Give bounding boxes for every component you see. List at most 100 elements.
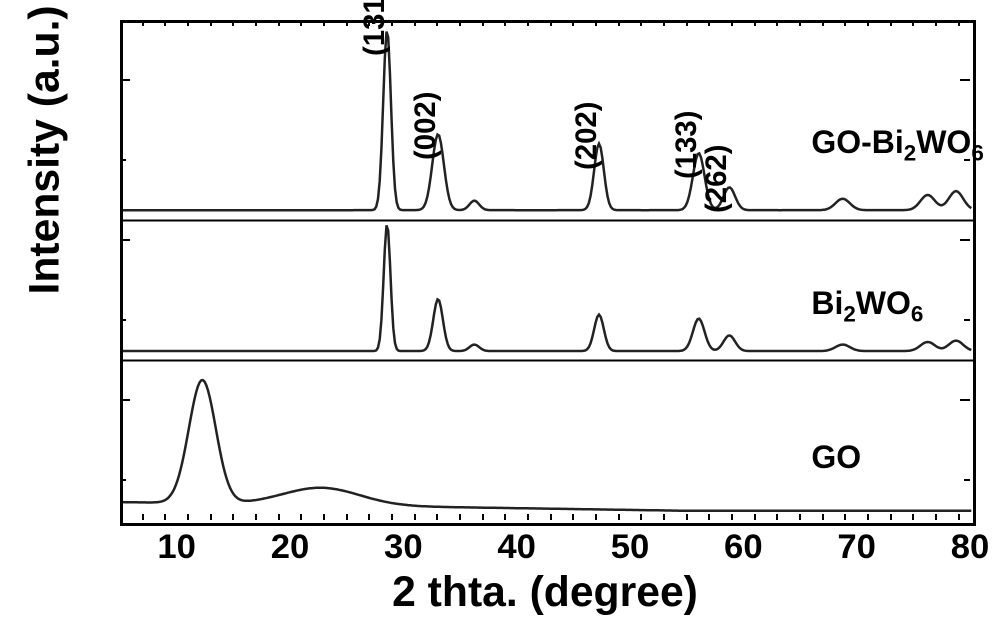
tick-mark <box>618 514 620 520</box>
tick-mark <box>391 514 393 520</box>
tick-mark <box>754 514 756 520</box>
tick-mark <box>890 20 892 26</box>
tick-mark <box>663 514 665 520</box>
tick-mark <box>912 514 914 520</box>
tick-mark <box>504 20 506 26</box>
x-tick-label: 80 <box>951 528 990 567</box>
tick-mark <box>142 20 144 26</box>
series-label-GO-Bi2WO6: GO-Bi2WO6 <box>811 124 983 166</box>
tick-mark <box>232 514 234 520</box>
tick-mark <box>822 20 824 26</box>
series-label-Bi2WO6: Bi2WO6 <box>811 285 923 327</box>
tick-mark <box>867 20 869 26</box>
tick-mark <box>120 159 126 161</box>
tick-mark <box>120 399 130 401</box>
tick-mark <box>890 514 892 520</box>
tick-mark <box>300 20 302 26</box>
x-tick-label: 70 <box>837 528 876 567</box>
tick-mark <box>776 20 778 26</box>
tick-mark <box>120 479 126 481</box>
tick-mark <box>708 20 710 26</box>
tick-mark <box>459 514 461 520</box>
xrd-trace-GO-Bi2WO6 <box>123 32 971 211</box>
tick-mark <box>210 20 212 26</box>
x-tick-label: 30 <box>384 528 423 567</box>
tick-mark <box>618 20 620 26</box>
x-tick-label: 20 <box>271 528 310 567</box>
x-tick-label: 60 <box>724 528 763 567</box>
tick-mark <box>120 79 130 81</box>
tick-mark <box>686 20 688 26</box>
tick-mark <box>844 514 846 520</box>
tick-mark <box>935 20 937 26</box>
tick-mark <box>164 20 166 26</box>
tick-mark <box>731 20 733 26</box>
tick-mark <box>414 20 416 26</box>
tick-mark <box>550 20 552 26</box>
tick-mark <box>960 79 970 81</box>
tick-mark <box>120 239 130 241</box>
tick-mark <box>867 514 869 520</box>
tick-mark <box>822 514 824 520</box>
tick-mark <box>527 20 529 26</box>
tick-mark <box>323 20 325 26</box>
tick-mark <box>572 20 574 26</box>
tick-mark <box>414 514 416 520</box>
tick-mark <box>572 514 574 520</box>
tick-mark <box>960 399 970 401</box>
tick-mark <box>754 20 756 26</box>
series-label-GO: GO <box>811 439 861 476</box>
tick-mark <box>844 20 846 26</box>
tick-mark <box>595 20 597 26</box>
tick-mark <box>436 514 438 520</box>
tick-mark <box>958 20 960 26</box>
tick-mark <box>799 514 801 520</box>
tick-mark <box>164 514 166 520</box>
tick-mark <box>964 319 970 321</box>
tick-mark <box>300 514 302 520</box>
tick-mark <box>232 20 234 26</box>
peak-label: (133) <box>670 111 704 179</box>
tick-mark <box>776 514 778 520</box>
x-tick-label: 50 <box>611 528 650 567</box>
tick-mark <box>964 479 970 481</box>
peak-label: (002) <box>409 92 443 160</box>
tick-mark <box>482 514 484 520</box>
tick-mark <box>527 514 529 520</box>
tick-mark <box>799 20 801 26</box>
tick-mark <box>368 514 370 520</box>
tick-mark <box>323 514 325 520</box>
tick-mark <box>640 20 642 26</box>
tick-mark <box>255 514 257 520</box>
xrd-chart: Intensity (a.u.) 2 thta. (degree) 10 20 30… <box>0 0 1000 625</box>
tick-mark <box>912 20 914 26</box>
peak-label: (262) <box>700 145 734 213</box>
tick-mark <box>278 514 280 520</box>
x-tick-label: 40 <box>497 528 536 567</box>
tick-mark <box>504 514 506 520</box>
tick-mark <box>935 514 937 520</box>
x-axis-label: 2 thta. (degree) <box>120 568 970 617</box>
tick-mark <box>255 20 257 26</box>
tick-mark <box>663 20 665 26</box>
tick-mark <box>550 514 552 520</box>
peak-label: (202) <box>570 101 604 169</box>
tick-mark <box>187 514 189 520</box>
x-tick-label: 10 <box>157 528 196 567</box>
tick-mark <box>686 514 688 520</box>
tick-mark <box>958 514 960 520</box>
peak-label: (131) <box>358 0 392 56</box>
tick-mark <box>960 239 970 241</box>
tick-mark <box>459 20 461 26</box>
tick-mark <box>731 514 733 520</box>
tick-mark <box>278 20 280 26</box>
tick-mark <box>142 514 144 520</box>
y-axis-label: Intensity (a.u.) <box>21 255 70 295</box>
tick-mark <box>436 20 438 26</box>
tick-mark <box>482 20 484 26</box>
tick-mark <box>187 20 189 26</box>
tick-mark <box>346 514 348 520</box>
tick-mark <box>346 20 348 26</box>
tick-mark <box>595 514 597 520</box>
tick-mark <box>708 514 710 520</box>
